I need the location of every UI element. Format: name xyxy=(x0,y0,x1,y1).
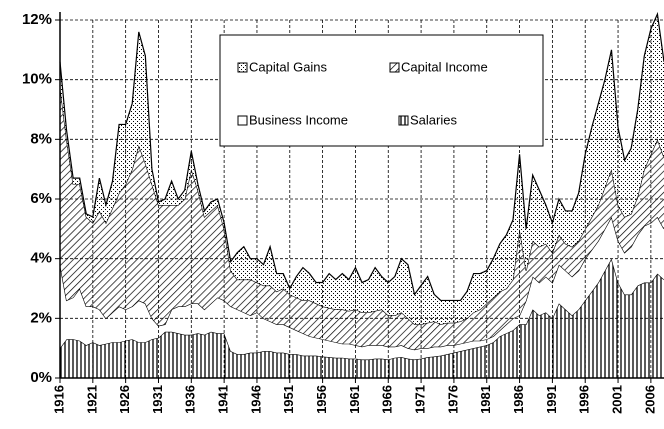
x-tick-label: 1991 xyxy=(544,385,559,414)
area xyxy=(60,14,664,325)
y-tick-label: 12% xyxy=(22,11,52,28)
x-tick-label: 1926 xyxy=(117,385,132,414)
x-tick-label: 1941 xyxy=(216,385,231,414)
legend-swatch xyxy=(398,115,409,126)
x-tick-label: 1931 xyxy=(150,385,165,414)
legend-label: Capital Income xyxy=(401,59,488,74)
x-tick-label: 1946 xyxy=(248,385,263,414)
legend-label: Capital Gains xyxy=(249,59,328,74)
y-tick-label: 8% xyxy=(30,130,52,147)
legend-swatch xyxy=(237,115,248,126)
x-tick-label: 1986 xyxy=(511,385,526,414)
x-tick-label: 1976 xyxy=(445,385,460,414)
x-tick-label: 1996 xyxy=(577,385,592,414)
x-tick-label: 2001 xyxy=(609,385,624,414)
y-tick-label: 4% xyxy=(30,250,52,267)
legend: Salaries Business Income Capital Income Cap… xyxy=(219,34,544,147)
x-tick-label: 1951 xyxy=(281,385,296,414)
legend-label: Business Income xyxy=(249,112,348,127)
area xyxy=(60,216,664,360)
x-tick-label: 1961 xyxy=(347,385,362,414)
y-tick-label: 6% xyxy=(30,190,52,207)
x-tick-label: 1921 xyxy=(84,385,99,414)
x-tick-label: 1956 xyxy=(314,385,329,414)
legend-label: Salaries xyxy=(410,112,457,127)
x-tick-label: 1966 xyxy=(380,385,395,414)
y-tick-label: 0% xyxy=(30,369,52,386)
x-tick-label: 1981 xyxy=(478,385,493,414)
legend-box xyxy=(219,34,544,147)
area xyxy=(60,258,664,378)
x-tick-label: 1916 xyxy=(51,385,66,414)
x-tick-label: 2006 xyxy=(642,385,657,414)
x-tick-label: 1971 xyxy=(413,385,428,414)
y-tick-label: 2% xyxy=(30,309,52,326)
y-tick-label: 10% xyxy=(22,71,52,88)
area-outline xyxy=(59,11,664,302)
x-tick-label: 1936 xyxy=(183,385,198,414)
legend-swatch xyxy=(237,62,248,73)
area xyxy=(60,85,664,350)
legend-swatch xyxy=(389,62,400,73)
